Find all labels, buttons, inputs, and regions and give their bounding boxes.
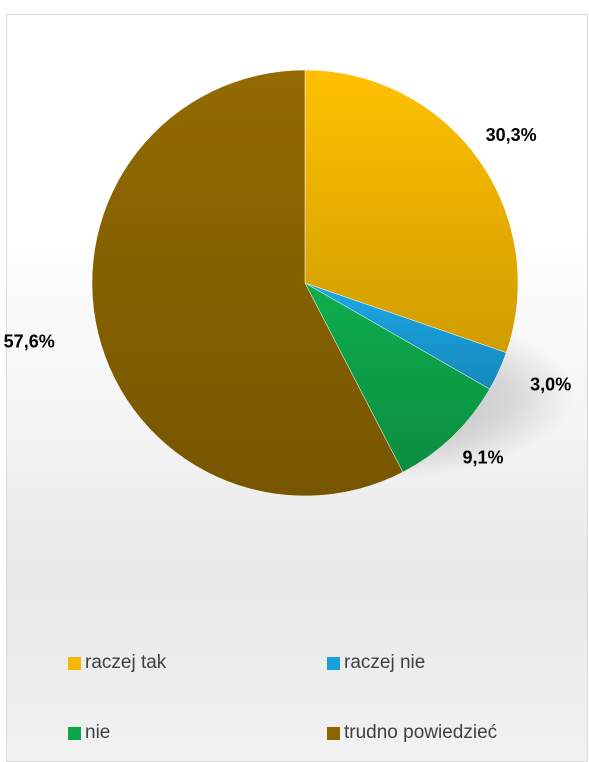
pie-slice-raczej-tak	[304, 69, 519, 353]
data-label-nie: 9,1%	[462, 447, 503, 467]
data-label-raczej-tak: 30,3%	[486, 125, 537, 145]
pie-slice-trudno-powiedziec	[91, 69, 404, 497]
data-label-trudno-powiedziec: 57,6%	[4, 332, 55, 352]
data-label-raczej-nie: 3,0%	[530, 375, 571, 395]
pie-slice-nie	[304, 282, 491, 473]
